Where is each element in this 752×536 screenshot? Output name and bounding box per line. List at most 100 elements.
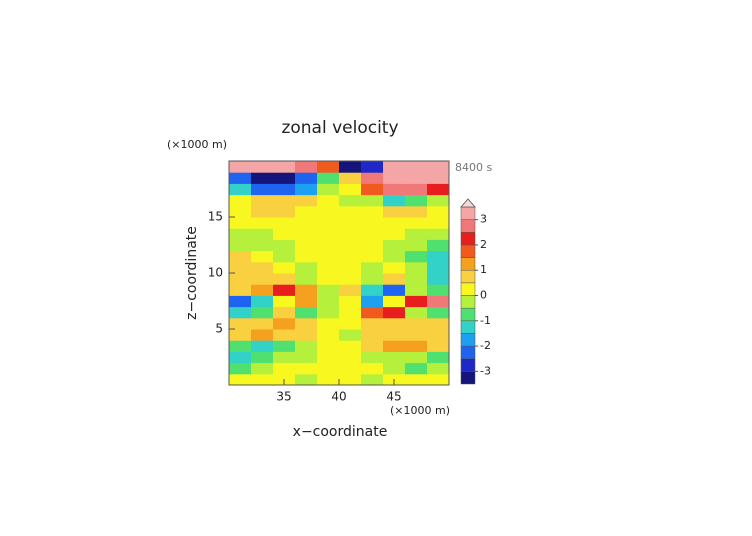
contour-cell [295, 205, 318, 218]
contour-cell [339, 205, 362, 218]
contour-cell [427, 239, 450, 252]
contour-cell [405, 194, 428, 207]
contour-cell [383, 306, 406, 319]
contour-cell [251, 161, 274, 173]
colorbar-band [460, 358, 476, 372]
colorbar-band [460, 320, 476, 334]
contour-cell [273, 340, 296, 352]
contour-cell [405, 250, 428, 263]
contour-cell [317, 373, 340, 386]
contour-cell [405, 306, 428, 319]
contour-cell [229, 250, 252, 263]
contour-cell [361, 228, 384, 240]
contour-cell [427, 329, 450, 341]
contour-cell [361, 329, 384, 341]
contour-cell [251, 261, 274, 274]
contour-cell [383, 261, 406, 274]
contour-cell [427, 273, 450, 285]
x-axis-label: x−coordinate [293, 424, 388, 440]
contour-cell [383, 340, 406, 352]
contour-cell [229, 217, 252, 229]
contour-cell [273, 239, 296, 252]
contour-cell [317, 295, 340, 308]
colorbar-band [460, 206, 476, 220]
colorbar-band [460, 219, 476, 233]
contour-cell [317, 329, 340, 341]
contour-cell [383, 228, 406, 240]
contour-cell [251, 351, 274, 364]
contour-cell [251, 273, 274, 285]
contour-cell [251, 172, 274, 184]
contour-cell [405, 161, 428, 173]
contour-cell [361, 306, 384, 319]
contour-cell [229, 273, 252, 285]
contour-cell [317, 250, 340, 263]
contour-cell [339, 183, 362, 196]
chart-title: zonal velocity [281, 118, 398, 138]
contour-cell [317, 261, 340, 274]
contour-cell [273, 194, 296, 207]
contour-cell [339, 250, 362, 263]
colorbar-band [460, 345, 476, 359]
contour-cell [295, 373, 318, 386]
contour-cell [405, 273, 428, 285]
contour-cell [427, 205, 450, 218]
contour-cell [295, 340, 318, 352]
contour-cell [317, 228, 340, 240]
contour-cell [251, 205, 274, 218]
contour-cell [405, 329, 428, 341]
contour-cell [383, 194, 406, 207]
contour-cell [405, 172, 428, 184]
contour-cell [427, 295, 450, 308]
contour-cell [361, 362, 384, 375]
contour-cell [383, 183, 406, 196]
contour-cell [405, 217, 428, 229]
contour-cell [361, 295, 384, 308]
colorbar-band [460, 371, 476, 385]
y-tick-label: 15 [208, 210, 223, 224]
contour-cell [317, 239, 340, 252]
contour-cell [273, 351, 296, 364]
contour-cell [295, 329, 318, 341]
contour-cell [383, 250, 406, 263]
contour-cell [427, 217, 450, 229]
contour-cell [427, 261, 450, 274]
contour-cell [317, 161, 340, 173]
contour-cell [339, 340, 362, 352]
contour-cell [273, 306, 296, 319]
contour-cell [317, 205, 340, 218]
x-tick-label: 35 [276, 390, 291, 404]
contour-cell [339, 284, 362, 296]
y-axis-label: z−coordinate [184, 226, 200, 320]
contour-cell [229, 228, 252, 240]
contour-cell [427, 250, 450, 263]
contour-cell [273, 250, 296, 263]
contour-cell [339, 217, 362, 229]
contour-cell [383, 205, 406, 218]
contour-cell [405, 239, 428, 252]
contour-cell [383, 351, 406, 364]
contour-cell [295, 194, 318, 207]
contour-cell [317, 362, 340, 375]
contour-cell [251, 373, 274, 386]
contour-cell [251, 228, 274, 240]
contour-cell [229, 239, 252, 252]
contour-cell [405, 261, 428, 274]
contour-cell [273, 317, 296, 330]
contour-cell [383, 239, 406, 252]
x-unit: (×1000 m) [390, 404, 450, 417]
contour-cell [361, 273, 384, 285]
contour-cell [251, 217, 274, 229]
contour-cell [317, 183, 340, 196]
contour-cell [295, 273, 318, 285]
contour-cell [405, 295, 428, 308]
colorbar-band [460, 282, 476, 296]
contour-cell [317, 351, 340, 364]
contour-cell [273, 161, 296, 173]
contour-cell [273, 228, 296, 240]
contour-cell [273, 183, 296, 196]
contour-cell [427, 183, 450, 196]
contour-cell [361, 239, 384, 252]
colorbar-over [460, 198, 476, 208]
